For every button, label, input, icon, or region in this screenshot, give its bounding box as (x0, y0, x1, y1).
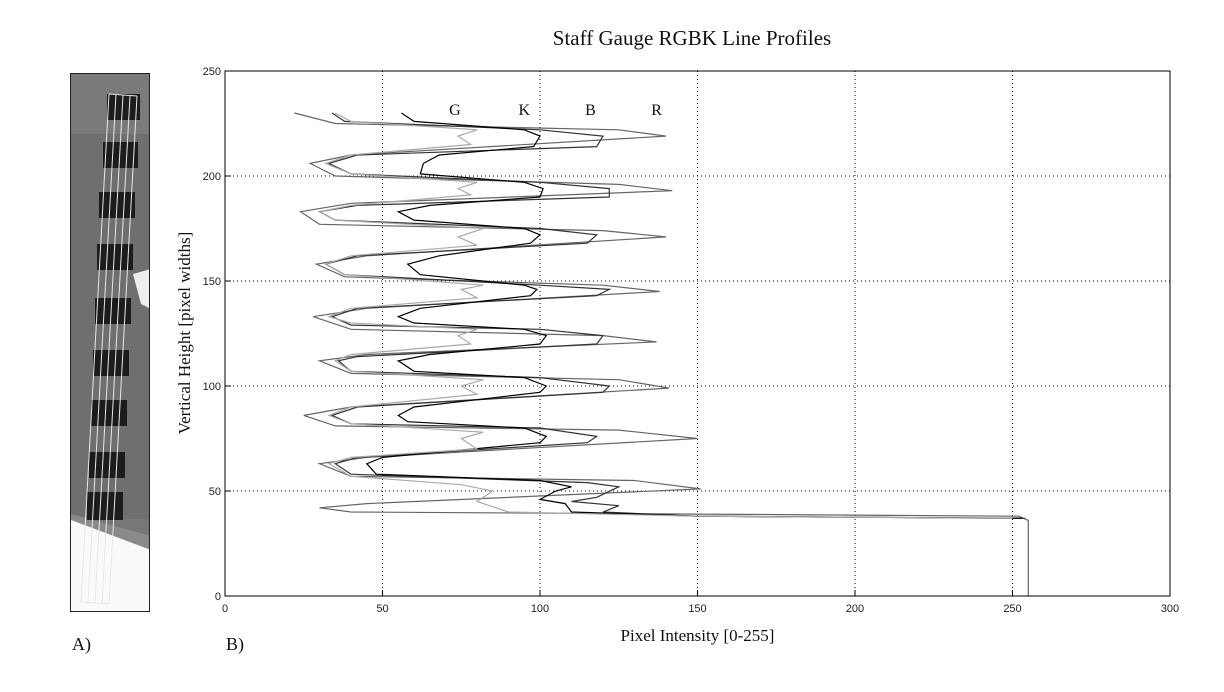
chart-title: Staff Gauge RGBK Line Profiles (552, 26, 832, 50)
channel-label-k: K (518, 102, 530, 119)
x-axis-label: Pixel Intensity [0-255] (620, 626, 775, 645)
y-tick-label: 50 (209, 486, 221, 498)
y-tick-label: 100 (203, 381, 221, 393)
x-tick-label: 200 (846, 603, 864, 615)
x-tick-label: 150 (688, 603, 706, 615)
profile-series (294, 112, 1029, 596)
x-tick-label: 300 (1161, 603, 1179, 615)
axis-ticks: 0 50 100 150 200 250 300 0 50 100 150 200 250 (203, 66, 1180, 615)
series-g (317, 112, 1013, 519)
grid-lines (225, 71, 1170, 596)
panel-a-label: A) (72, 634, 91, 654)
x-tick-label: 100 (531, 603, 549, 615)
y-tick-label: 250 (203, 66, 221, 78)
x-tick-label: 0 (222, 603, 228, 615)
series-r (294, 112, 1029, 596)
plot-frame (224, 70, 1171, 597)
panel-b-label: B) (226, 634, 244, 654)
staff-gauge-photo (71, 74, 149, 611)
y-tick-label: 0 (215, 591, 221, 603)
channel-label-b: B (585, 102, 596, 119)
series-k (365, 112, 1023, 519)
y-tick-label: 200 (203, 171, 221, 183)
channel-label-r: R (651, 102, 662, 119)
y-tick-label: 150 (203, 276, 221, 288)
x-tick-label: 250 (1003, 603, 1021, 615)
staff-gauge-image (70, 73, 150, 612)
channel-label-g: G (449, 102, 461, 119)
x-tick-label: 50 (376, 603, 388, 615)
